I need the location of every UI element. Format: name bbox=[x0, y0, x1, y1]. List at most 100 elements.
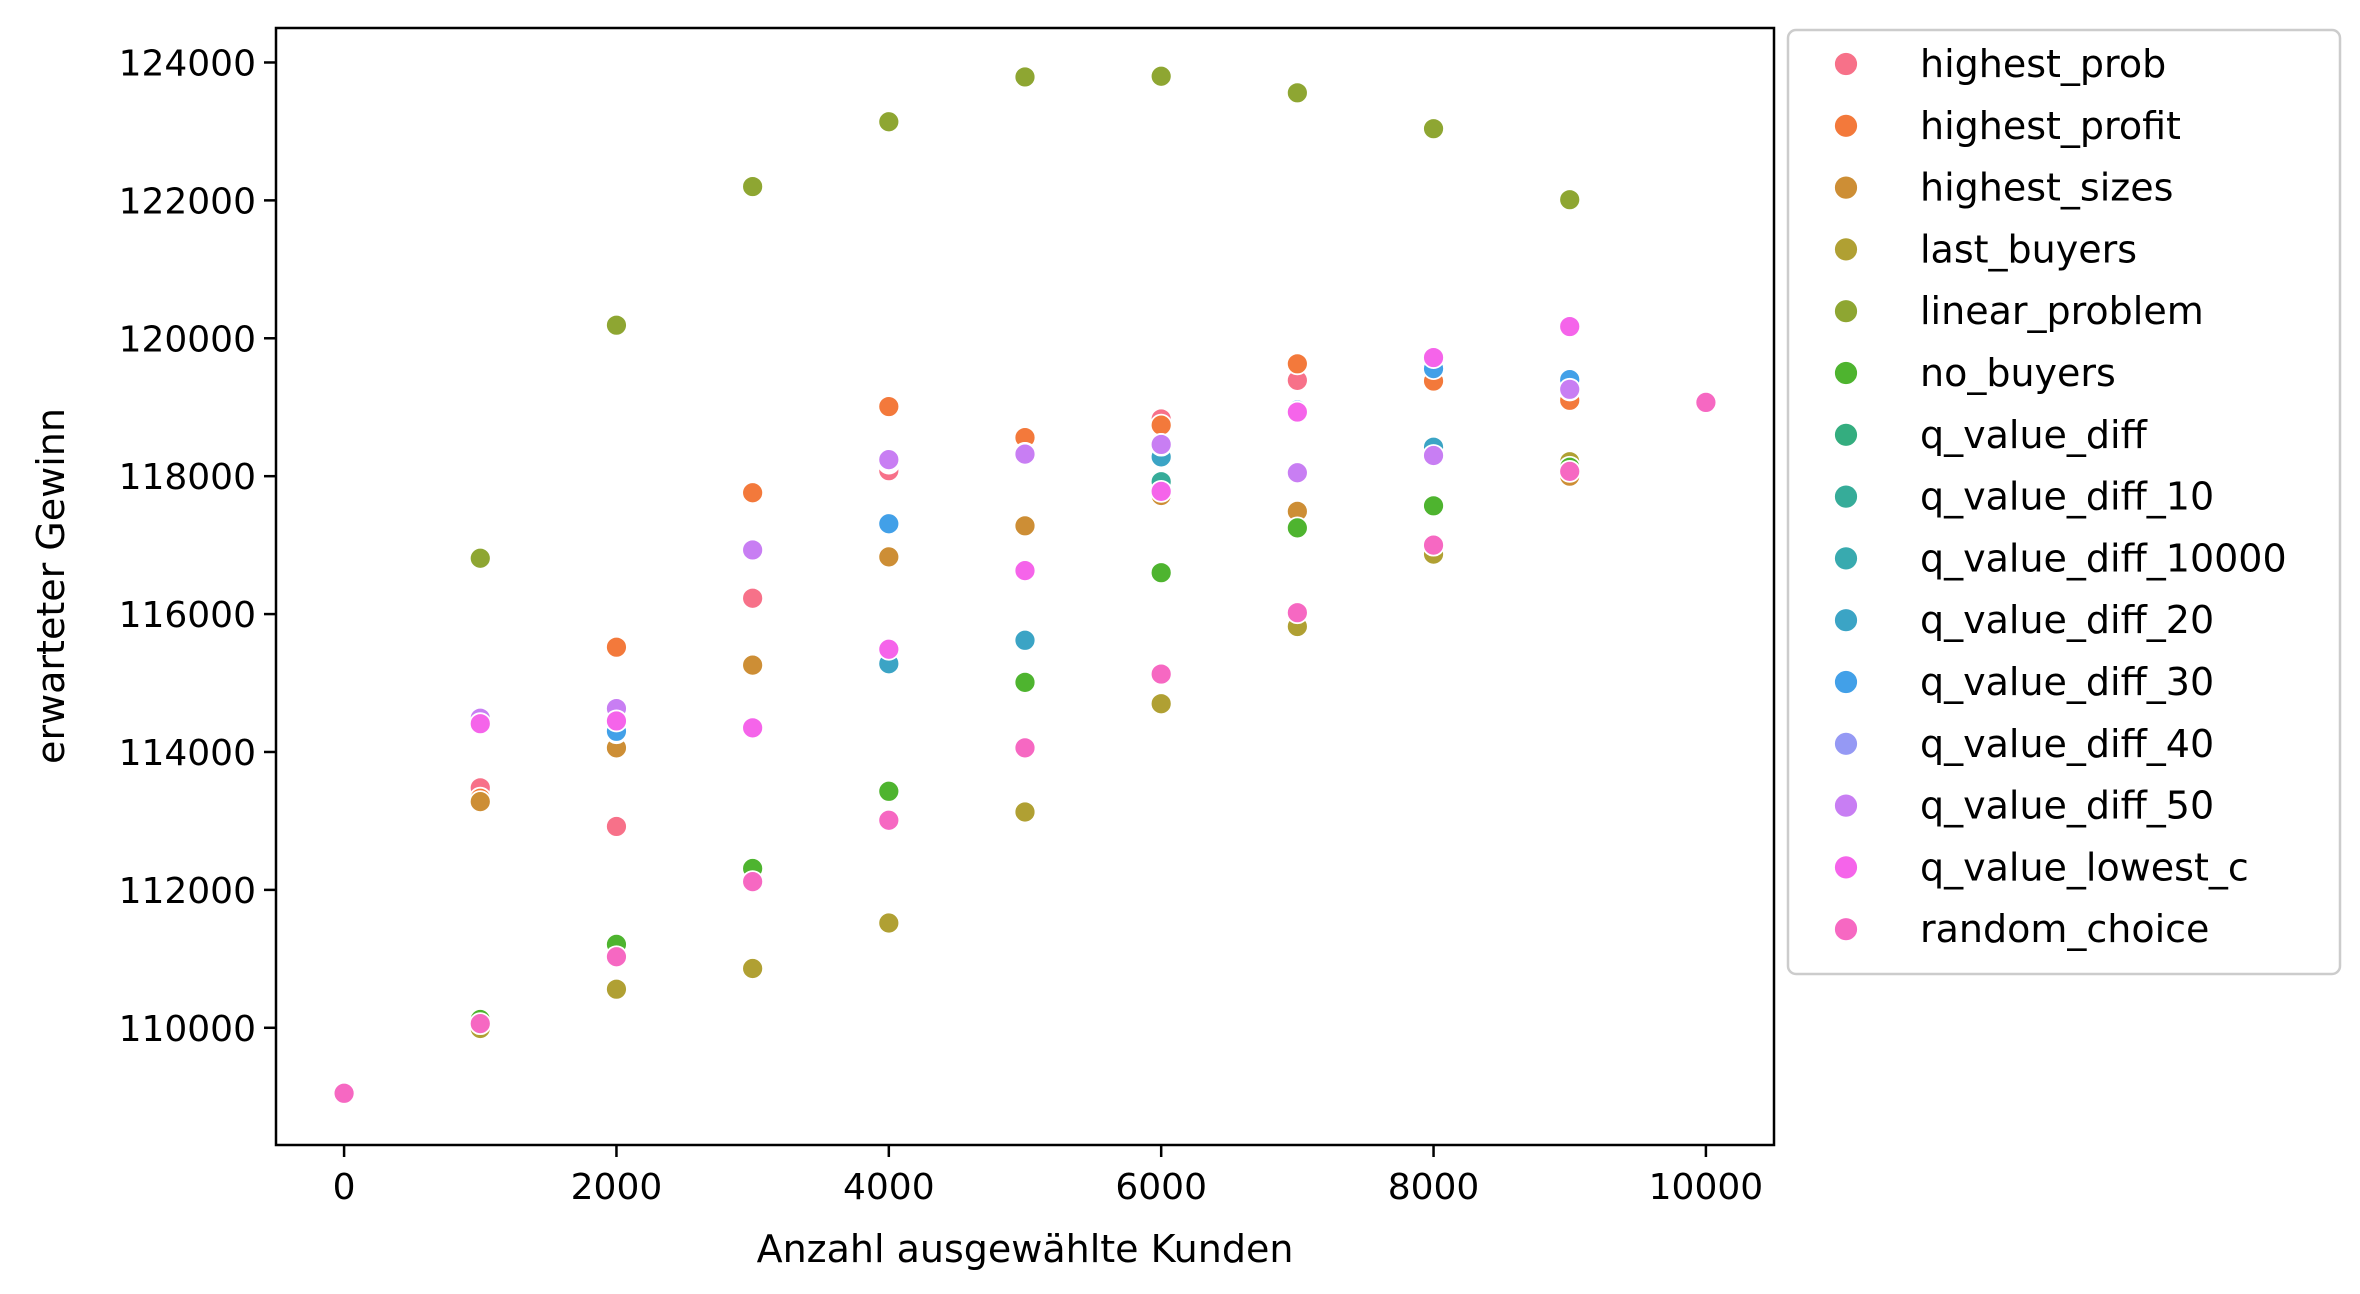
legend-item: q_value_diff_10 bbox=[1833, 475, 2214, 519]
legend-frame bbox=[1786, 28, 2342, 976]
legend-item: q_value_diff_40 bbox=[1833, 722, 2214, 766]
legend-marker bbox=[1833, 730, 1859, 757]
data-point bbox=[877, 448, 901, 472]
data-point bbox=[605, 945, 628, 969]
y-axis-label: erwarteter Gewinn bbox=[29, 408, 73, 764]
legend-label: highest_prob bbox=[1920, 42, 2166, 86]
data-point bbox=[1013, 670, 1037, 694]
legend-label: q_value_diff_10 bbox=[1920, 475, 2214, 519]
data-point bbox=[1422, 444, 1445, 467]
data-point bbox=[1285, 601, 1309, 625]
data-point bbox=[1149, 561, 1173, 585]
legend-item: q_value_diff_10000 bbox=[1833, 536, 2287, 580]
data-point bbox=[1558, 188, 1582, 212]
legend-label: q_value_lowest_c bbox=[1920, 845, 2249, 889]
legend-item: q_value_diff bbox=[1833, 413, 2148, 457]
y-tick-label: 114000 bbox=[119, 733, 256, 774]
legend-marker bbox=[1833, 607, 1859, 634]
data-point bbox=[468, 1012, 492, 1036]
data-point bbox=[605, 635, 628, 659]
legend-marker bbox=[1833, 854, 1859, 881]
data-point bbox=[1149, 662, 1173, 686]
series-random-choice bbox=[332, 391, 1718, 1105]
data-point bbox=[1558, 459, 1582, 483]
x-axis-label: Anzahl ausgewählte Kunden bbox=[757, 1227, 1294, 1271]
legend-label: q_value_diff_30 bbox=[1920, 660, 2214, 704]
legend-marker bbox=[1833, 51, 1859, 77]
data-point bbox=[605, 977, 628, 1001]
data-point bbox=[1285, 352, 1309, 376]
legend-marker bbox=[1833, 421, 1859, 448]
data-point bbox=[1558, 315, 1582, 338]
legend-label: q_value_diff bbox=[1920, 413, 2148, 457]
data-point bbox=[1422, 117, 1445, 141]
legend-label: q_value_diff_50 bbox=[1920, 784, 2214, 828]
legend-marker bbox=[1833, 298, 1859, 325]
x-tick-label: 2000 bbox=[571, 1167, 663, 1208]
legend-item: q_value_diff_50 bbox=[1833, 784, 2214, 828]
data-point bbox=[605, 313, 628, 337]
data-point bbox=[1013, 800, 1037, 824]
y-tick-label: 116000 bbox=[119, 595, 256, 636]
legend-label: last_buyers bbox=[1920, 227, 2137, 271]
x-tick-label: 10000 bbox=[1649, 1167, 1764, 1208]
data-point bbox=[1285, 461, 1309, 485]
data-point bbox=[468, 790, 492, 814]
legend-marker bbox=[1833, 174, 1859, 201]
data-point bbox=[877, 808, 901, 832]
legend-item: random_choice bbox=[1833, 907, 2209, 951]
data-point bbox=[741, 870, 765, 894]
data-point bbox=[1013, 559, 1037, 583]
data-point bbox=[1149, 413, 1173, 437]
data-point bbox=[605, 815, 628, 838]
data-point bbox=[1694, 391, 1718, 414]
y-tick-label: 122000 bbox=[119, 181, 256, 222]
points-layer bbox=[332, 64, 1718, 1105]
x-tick-label: 0 bbox=[333, 1167, 356, 1208]
legend-item: highest_profit bbox=[1833, 104, 2181, 148]
legend-marker bbox=[1833, 360, 1859, 386]
legend-label: q_value_diff_10000 bbox=[1920, 536, 2287, 580]
y-tick-label: 112000 bbox=[119, 871, 256, 912]
legend-marker bbox=[1833, 916, 1859, 943]
x-tick-label: 4000 bbox=[843, 1167, 935, 1208]
data-point bbox=[877, 512, 901, 536]
y-tick-label: 110000 bbox=[119, 1009, 256, 1050]
data-point bbox=[877, 779, 901, 803]
y-tick-label: 120000 bbox=[119, 319, 256, 360]
legend-marker bbox=[1833, 483, 1859, 510]
data-point bbox=[1149, 692, 1173, 716]
data-point bbox=[1558, 377, 1582, 401]
data-point bbox=[1422, 533, 1445, 557]
y-tick-label: 124000 bbox=[119, 43, 256, 84]
data-point bbox=[741, 586, 765, 610]
x-tick-label: 8000 bbox=[1388, 1167, 1480, 1208]
data-point bbox=[605, 709, 628, 733]
data-point bbox=[741, 957, 765, 980]
legend-label: highest_profit bbox=[1920, 104, 2181, 148]
y-axis-ticks: 110000 112000 114000 116000 118000 120000 1220… bbox=[119, 43, 276, 1050]
data-point bbox=[741, 653, 765, 677]
data-point bbox=[741, 538, 765, 562]
y-tick-label: 118000 bbox=[119, 457, 256, 498]
legend-marker bbox=[1833, 545, 1859, 572]
legend-item: q_value_diff_30 bbox=[1833, 660, 2214, 704]
data-point bbox=[877, 395, 901, 418]
data-point bbox=[877, 637, 901, 661]
legend-label: no_buyers bbox=[1920, 351, 2116, 395]
data-point bbox=[741, 481, 765, 505]
x-tick-label: 6000 bbox=[1115, 1167, 1207, 1208]
legend-item: q_value_lowest_c bbox=[1833, 845, 2249, 889]
data-point bbox=[1013, 442, 1037, 466]
data-point bbox=[1013, 65, 1037, 89]
data-point bbox=[1285, 516, 1309, 540]
data-point bbox=[741, 175, 765, 198]
data-point bbox=[741, 716, 765, 740]
data-point bbox=[1149, 64, 1173, 88]
legend-label: random_choice bbox=[1920, 907, 2209, 951]
legend-item: highest_prob bbox=[1833, 42, 2166, 86]
legend: highest_prob highest_profit highest_sizesl… bbox=[1786, 28, 2342, 976]
data-point bbox=[1285, 400, 1309, 424]
data-point bbox=[468, 546, 492, 570]
data-point bbox=[332, 1081, 356, 1105]
